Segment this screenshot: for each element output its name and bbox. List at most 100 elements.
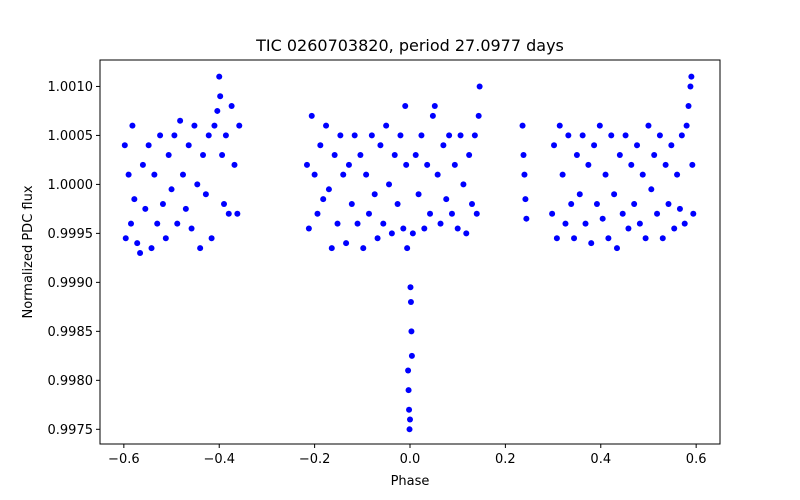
data-point bbox=[325, 186, 332, 193]
data-point bbox=[222, 132, 229, 139]
data-point bbox=[475, 112, 482, 119]
data-point bbox=[631, 201, 638, 207]
y-tick-label: 0.9995 bbox=[48, 227, 94, 242]
data-point bbox=[622, 132, 629, 139]
data-point bbox=[443, 196, 450, 203]
data-point bbox=[303, 161, 310, 168]
data-point bbox=[191, 122, 198, 129]
data-point bbox=[412, 152, 419, 159]
data-point bbox=[440, 142, 447, 149]
data-point bbox=[331, 152, 338, 159]
data-point bbox=[662, 161, 669, 168]
data-point bbox=[559, 171, 566, 178]
data-point bbox=[174, 220, 181, 227]
data-point bbox=[407, 284, 414, 291]
data-point bbox=[388, 230, 395, 237]
data-point bbox=[334, 220, 341, 227]
data-point bbox=[131, 196, 138, 203]
y-tick-label: 0.9985 bbox=[48, 325, 94, 340]
data-point bbox=[460, 181, 467, 188]
x-tick-label: 0.2 bbox=[495, 452, 516, 467]
data-point bbox=[448, 210, 455, 217]
x-tick-label: 0.4 bbox=[590, 452, 611, 467]
data-point bbox=[151, 171, 158, 178]
data-point bbox=[437, 220, 444, 227]
data-point bbox=[476, 83, 483, 90]
data-point bbox=[628, 161, 635, 168]
data-point bbox=[400, 225, 407, 232]
data-point bbox=[565, 132, 572, 139]
data-point bbox=[363, 171, 370, 178]
data-point bbox=[185, 142, 192, 149]
y-tick-label: 1.0005 bbox=[48, 129, 94, 144]
data-point bbox=[343, 240, 350, 247]
data-point bbox=[380, 220, 387, 227]
data-point bbox=[473, 210, 480, 217]
data-point bbox=[405, 387, 412, 394]
data-point bbox=[165, 152, 172, 159]
data-point bbox=[129, 122, 136, 129]
data-point bbox=[234, 210, 241, 217]
data-point bbox=[519, 122, 526, 129]
data-point bbox=[397, 132, 404, 139]
data-point bbox=[685, 103, 692, 110]
x-tick-label: −0.4 bbox=[203, 452, 235, 467]
data-point bbox=[689, 161, 696, 168]
data-point bbox=[368, 132, 375, 139]
data-point bbox=[328, 245, 335, 252]
data-point bbox=[383, 122, 390, 129]
data-point bbox=[403, 161, 410, 168]
data-point bbox=[231, 161, 238, 168]
data-point bbox=[651, 152, 658, 159]
data-point bbox=[573, 152, 580, 159]
data-point bbox=[678, 132, 685, 139]
data-point bbox=[125, 171, 132, 178]
data-point bbox=[613, 245, 620, 252]
y-axis-label: Normalized PDC flux bbox=[21, 185, 36, 318]
data-point bbox=[205, 132, 212, 139]
data-point bbox=[424, 161, 431, 168]
data-point bbox=[656, 132, 663, 139]
data-point bbox=[142, 205, 149, 212]
data-point bbox=[357, 152, 364, 159]
data-point bbox=[377, 142, 384, 149]
data-point bbox=[406, 426, 413, 433]
data-point bbox=[665, 201, 672, 207]
data-point bbox=[549, 210, 556, 217]
data-point bbox=[471, 132, 478, 139]
data-point bbox=[139, 161, 146, 168]
y-axis-ticks: 0.9975 0.9980 0.9985 0.9990 0.9995 1.0000 1.00… bbox=[48, 80, 100, 438]
data-point bbox=[236, 122, 243, 129]
x-axis-ticks: −0.6 −0.4 −0.2 0.0 0.2 0.4 0.6 bbox=[108, 444, 706, 467]
data-point bbox=[415, 191, 422, 198]
data-point bbox=[429, 112, 436, 119]
data-point bbox=[351, 132, 358, 139]
x-tick-label: −0.6 bbox=[108, 452, 140, 467]
data-point bbox=[568, 201, 575, 207]
data-point bbox=[188, 225, 195, 232]
data-point bbox=[585, 161, 592, 168]
data-point bbox=[200, 152, 207, 159]
data-point bbox=[162, 235, 169, 242]
data-point bbox=[360, 245, 367, 252]
data-point bbox=[217, 93, 224, 100]
data-point bbox=[197, 245, 204, 252]
data-point bbox=[523, 215, 530, 222]
data-point bbox=[168, 186, 175, 193]
data-point bbox=[179, 171, 186, 178]
data-point bbox=[345, 161, 352, 168]
data-point bbox=[611, 191, 618, 198]
data-point bbox=[374, 235, 381, 242]
data-point bbox=[211, 122, 218, 129]
data-point bbox=[365, 210, 372, 217]
y-tick-label: 0.9990 bbox=[48, 276, 94, 291]
data-point bbox=[340, 171, 347, 178]
data-point bbox=[671, 225, 678, 232]
data-point bbox=[599, 215, 606, 222]
data-point bbox=[337, 132, 344, 139]
data-point bbox=[457, 132, 464, 139]
data-point bbox=[688, 73, 695, 80]
data-point bbox=[690, 210, 697, 217]
data-point bbox=[582, 220, 589, 227]
data-point bbox=[687, 83, 694, 90]
